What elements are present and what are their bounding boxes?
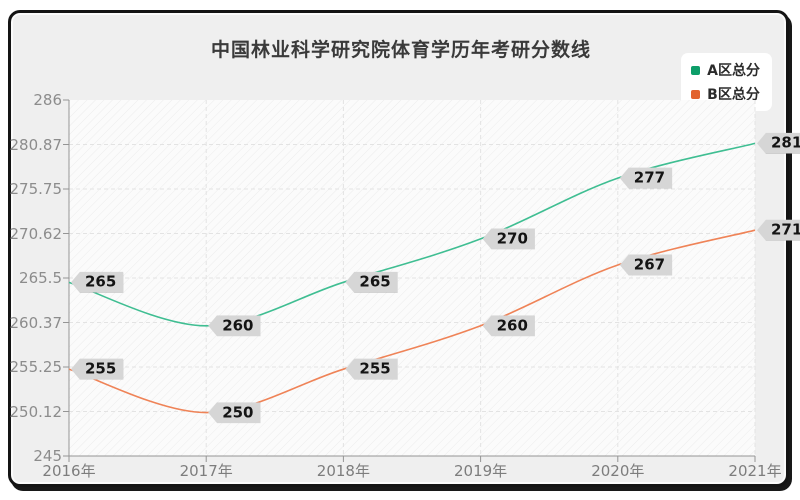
legend-swatch-b-icon: [691, 89, 701, 99]
y-axis-tick-label: 250.12: [9, 402, 63, 421]
legend-label-b: B区总分: [707, 87, 760, 103]
y-axis-tick-label: 260.37: [9, 313, 63, 332]
x-axis-tick-label: 2019年: [454, 462, 508, 480]
chart-title: 中国林业科学研究院体育学历年考研分数线: [210, 39, 591, 61]
x-axis-tick-label: 2018年: [316, 462, 370, 480]
chart-window: 中国林业科学研究院体育学历年考研分数线 A区总分 B区总分: [8, 10, 789, 487]
point-value-label: 281: [757, 132, 800, 154]
legend-swatch-a-icon: [691, 65, 701, 75]
point-value-label: 265: [345, 271, 398, 293]
y-axis-tick-label: 255.25: [9, 358, 63, 376]
x-axis-tick-label: 2016年: [42, 462, 96, 480]
x-axis-tick-label: 2017年: [179, 462, 233, 480]
point-value-label: 260: [208, 315, 261, 337]
point-value-label: 250: [208, 402, 261, 424]
point-value-label: 267: [619, 254, 673, 276]
point-value-label: 271: [757, 219, 800, 241]
x-axis-tick-label: 2020年: [591, 462, 645, 480]
y-axis-tick-label: 275.75: [9, 180, 63, 198]
y-axis-tick-label: 280.87: [9, 135, 63, 154]
point-value-label: 260: [482, 315, 535, 337]
y-axis-tick-label: 265.5: [19, 269, 62, 287]
legend-item-a[interactable]: A区总分: [691, 60, 760, 80]
point-value-label: 277: [619, 167, 673, 189]
y-axis-tick-label: 270.62: [9, 224, 63, 243]
legend-label-a: A区总分: [707, 63, 760, 79]
point-value-label: 265: [71, 271, 124, 293]
legend: A区总分 B区总分: [681, 53, 772, 111]
point-value-label: 255: [71, 358, 124, 380]
y-axis-tick-label: 245: [33, 447, 62, 465]
point-value-label: 255: [345, 358, 398, 380]
point-value-label: 270: [482, 228, 535, 250]
x-axis-tick-label: 2021年: [728, 462, 782, 480]
y-axis-tick-label: 286: [33, 91, 62, 109]
legend-item-b[interactable]: B区总分: [691, 84, 760, 104]
